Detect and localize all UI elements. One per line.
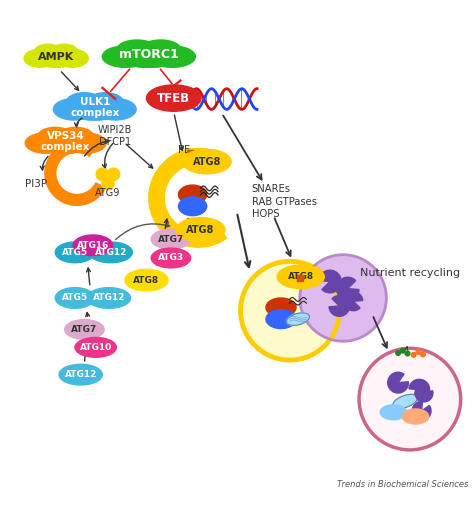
Ellipse shape (24, 49, 56, 67)
Text: ATG5: ATG5 (62, 248, 88, 257)
Text: ATG5: ATG5 (62, 294, 88, 302)
Ellipse shape (55, 242, 95, 263)
Ellipse shape (140, 40, 181, 60)
Ellipse shape (102, 46, 149, 68)
Text: SNAREs
RAB GTPases
HOPS: SNAREs RAB GTPases HOPS (252, 184, 317, 219)
Text: ATG3: ATG3 (158, 253, 184, 263)
Ellipse shape (34, 44, 62, 61)
Ellipse shape (75, 337, 117, 357)
Text: ATG12: ATG12 (94, 248, 127, 257)
Wedge shape (344, 292, 363, 311)
Ellipse shape (179, 197, 207, 216)
Ellipse shape (117, 40, 157, 60)
Wedge shape (409, 379, 429, 400)
Ellipse shape (89, 242, 132, 263)
Polygon shape (45, 141, 105, 205)
Polygon shape (149, 149, 227, 247)
Wedge shape (388, 372, 409, 393)
Ellipse shape (36, 51, 77, 67)
Circle shape (102, 178, 114, 190)
Ellipse shape (151, 248, 191, 268)
FancyBboxPatch shape (297, 276, 303, 281)
Circle shape (240, 261, 339, 360)
Ellipse shape (286, 313, 310, 326)
Ellipse shape (95, 99, 136, 120)
Ellipse shape (149, 46, 195, 68)
FancyBboxPatch shape (187, 218, 194, 224)
Circle shape (401, 348, 405, 353)
Text: AMPK: AMPK (38, 52, 74, 62)
Ellipse shape (66, 93, 102, 112)
Ellipse shape (176, 218, 225, 242)
Ellipse shape (115, 42, 182, 68)
Ellipse shape (50, 44, 78, 61)
Text: TFEB: TFEB (157, 92, 191, 105)
Ellipse shape (40, 135, 91, 153)
Text: ATG12: ATG12 (93, 294, 125, 302)
Ellipse shape (73, 235, 113, 255)
Circle shape (411, 352, 416, 357)
Ellipse shape (64, 95, 125, 120)
Ellipse shape (87, 287, 130, 309)
Ellipse shape (36, 130, 95, 153)
Ellipse shape (266, 310, 296, 329)
Circle shape (359, 348, 461, 450)
Ellipse shape (125, 269, 168, 291)
FancyBboxPatch shape (187, 150, 194, 155)
Text: ATG8: ATG8 (192, 156, 221, 167)
Ellipse shape (393, 394, 418, 409)
Text: ATG8: ATG8 (288, 272, 314, 281)
Text: Trends in Biochemical Sciences: Trends in Biochemical Sciences (337, 480, 469, 489)
Ellipse shape (266, 298, 296, 317)
Text: VPS34
complex: VPS34 complex (41, 131, 90, 152)
Ellipse shape (33, 46, 80, 67)
Circle shape (421, 352, 425, 357)
Ellipse shape (277, 265, 324, 288)
Text: ATG10: ATG10 (80, 343, 112, 352)
Circle shape (300, 255, 386, 341)
Text: WIPI2B
DFCP1: WIPI2B DFCP1 (98, 125, 132, 147)
Text: mTORC1: mTORC1 (119, 49, 179, 61)
Wedge shape (319, 270, 341, 293)
Ellipse shape (38, 127, 73, 146)
Ellipse shape (55, 287, 95, 309)
Wedge shape (329, 296, 350, 316)
Ellipse shape (179, 185, 207, 204)
Text: ATG16: ATG16 (77, 241, 109, 250)
Text: ATG8: ATG8 (186, 225, 215, 235)
Ellipse shape (56, 49, 88, 67)
Ellipse shape (58, 127, 93, 146)
Text: ATG12: ATG12 (64, 370, 97, 379)
Circle shape (405, 351, 410, 356)
Ellipse shape (25, 133, 65, 153)
Text: ULK1
complex: ULK1 complex (70, 96, 119, 118)
Ellipse shape (64, 319, 104, 340)
Circle shape (96, 168, 109, 181)
Wedge shape (337, 277, 359, 300)
Ellipse shape (146, 85, 201, 111)
Ellipse shape (54, 99, 95, 120)
Text: ATG7: ATG7 (158, 235, 184, 244)
Text: ATG7: ATG7 (71, 325, 98, 334)
Ellipse shape (65, 133, 106, 153)
Ellipse shape (119, 47, 179, 68)
Text: ATG9: ATG9 (95, 188, 120, 198)
Ellipse shape (87, 93, 123, 112)
Text: PI3P: PI3P (25, 179, 47, 189)
Ellipse shape (402, 409, 428, 424)
Ellipse shape (68, 100, 121, 120)
Circle shape (108, 168, 119, 181)
Wedge shape (415, 384, 433, 402)
Ellipse shape (182, 149, 231, 174)
Circle shape (396, 351, 401, 356)
Wedge shape (412, 401, 431, 420)
Circle shape (416, 350, 421, 354)
Text: PE: PE (178, 145, 190, 155)
Ellipse shape (59, 364, 102, 385)
Ellipse shape (151, 229, 191, 249)
Text: ATG8: ATG8 (133, 276, 160, 285)
Ellipse shape (380, 405, 407, 420)
Text: Nutrient recycling: Nutrient recycling (360, 268, 460, 278)
